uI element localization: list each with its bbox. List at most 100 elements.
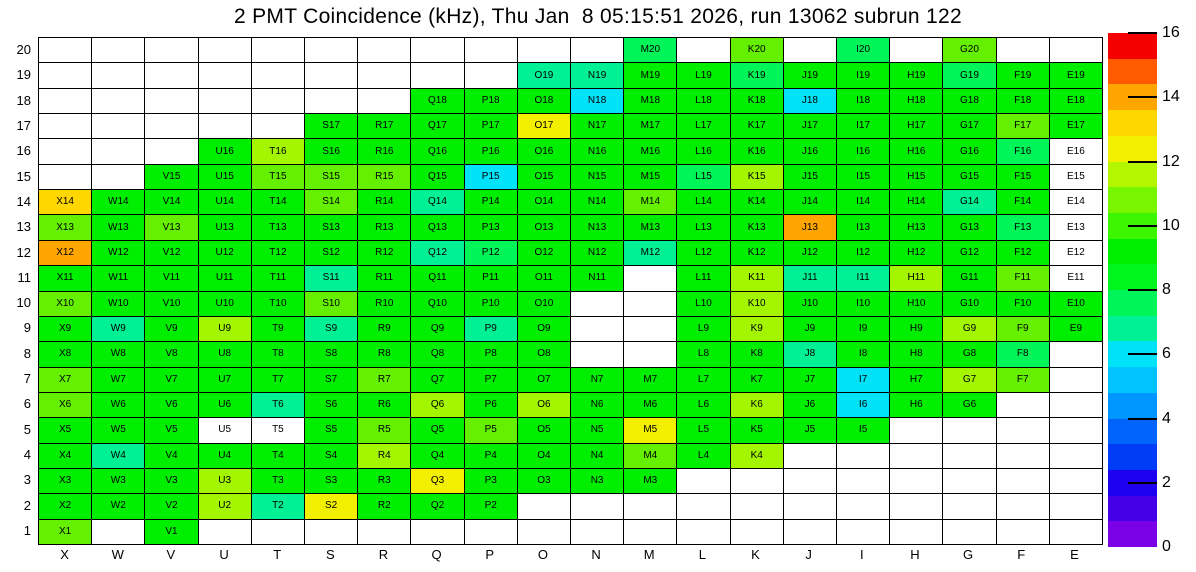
heatmap-cell-V9: V9 [145,316,198,342]
heatmap-cell-T10: T10 [251,291,304,316]
heatmap-cell-X4: X4 [39,443,92,468]
heatmap-cell-I15: I15 [837,164,890,190]
heatmap-cell-empty [624,342,677,367]
y-axis-label-8: 8 [23,345,31,361]
heatmap-cell-F18: F18 [996,88,1049,114]
heatmap-cell-O18: O18 [517,88,570,114]
heatmap-cell-J12: J12 [783,240,836,266]
heatmap-cell-Q2: Q2 [411,494,464,519]
heatmap-cell-empty [39,63,92,88]
heatmap-cell-S9: S9 [305,316,358,342]
heatmap-cell-I11: I11 [837,266,890,291]
heatmap-cell-E12: E12 [1049,240,1102,266]
heatmap-cell-S15: S15 [305,164,358,190]
heatmap-cell-G16: G16 [943,139,996,164]
heatmap-cell-G7: G7 [943,367,996,392]
heatmap-cell-X10: X10 [39,291,92,316]
x-axis-label-P: P [485,547,495,562]
heatmap-cell-T14: T14 [251,190,304,215]
heatmap-cell-empty [517,38,570,63]
heatmap-cell-N3: N3 [571,468,624,494]
heatmap-cell-K16: K16 [730,139,783,164]
heatmap-cell-M16: M16 [624,139,677,164]
heatmap-cell-I8: I8 [837,342,890,367]
heatmap-cell-empty [890,494,943,519]
colorbar-segment [1108,315,1157,342]
y-axis-label-14: 14 [16,193,31,209]
x-axis-label-J: J [805,547,812,562]
x-axis-label-H: H [910,547,920,562]
heatmap-cell-W6: W6 [92,392,145,418]
heatmap-cell-R15: R15 [358,164,411,190]
heatmap-cell-E11: E11 [1049,266,1102,291]
heatmap-cell-J17: J17 [783,114,836,139]
y-axis-label-20: 20 [16,42,31,58]
heatmap-cell-N5: N5 [571,418,624,443]
heatmap-cell-K7: K7 [730,367,783,392]
heatmap-cell-E14: E14 [1049,190,1102,215]
heatmap-cell-F16: F16 [996,139,1049,164]
colorbar-tick-label-8: 8 [1162,281,1171,298]
heatmap-cell-P14: P14 [464,190,517,215]
heatmap-cell-empty [251,114,304,139]
heatmap-cell-empty [837,468,890,494]
heatmap-cell-O4: O4 [517,443,570,468]
heatmap-cell-W7: W7 [92,367,145,392]
colorbar-segment [1108,187,1157,213]
heatmap-cell-N12: N12 [571,240,624,266]
colorbar-tick-14 [1128,96,1157,99]
colorbar-tick-4 [1128,417,1157,420]
heatmap-cell-empty [92,139,145,164]
heatmap-cell-P13: P13 [464,215,517,240]
heatmap-cell-V4: V4 [145,443,198,468]
heatmap-cell-empty [890,468,943,494]
heatmap-cell-F12: F12 [996,240,1049,266]
heatmap-cell-empty [783,519,836,544]
heatmap-cell-N15: N15 [571,164,624,190]
heatmap-cell-U7: U7 [198,367,251,392]
heatmap-cell-empty [305,38,358,63]
colorbar-tick-label-0: 0 [1162,538,1171,555]
heatmap-cell-T2: T2 [251,494,304,519]
heatmap-cell-M17: M17 [624,114,677,139]
y-axis-label-12: 12 [16,244,31,260]
heatmap-cell-empty [305,63,358,88]
heatmap-cell-W11: W11 [92,266,145,291]
heatmap-cell-empty [571,38,624,63]
heatmap-cell-X2: X2 [39,494,92,519]
heatmap-cell-T5: T5 [251,418,304,443]
heatmap-cell-V12: V12 [145,240,198,266]
heatmap-cell-K15: K15 [730,164,783,190]
heatmap-cell-L10: L10 [677,291,730,316]
heatmap-cell-G6: G6 [943,392,996,418]
heatmap-cell-P5: P5 [464,418,517,443]
heatmap-cell-I19: I19 [837,63,890,88]
heatmap-cell-L11: L11 [677,266,730,291]
heatmap-cell-empty [1049,418,1102,443]
heatmap-cell-R5: R5 [358,418,411,443]
heatmap-cell-I7: I7 [837,367,890,392]
heatmap-cell-X9: X9 [39,316,92,342]
heatmap-cell-O19: O19 [517,63,570,88]
colorbar-tick-6 [1128,353,1157,356]
heatmap-cell-F13: F13 [996,215,1049,240]
heatmap-cell-V1: V1 [145,519,198,544]
heatmap-cell-empty [92,519,145,544]
heatmap-cell-K12: K12 [730,240,783,266]
heatmap-cell-W14: W14 [92,190,145,215]
heatmap-cell-K14: K14 [730,190,783,215]
heatmap-cell-S6: S6 [305,392,358,418]
heatmap-cell-Q8: Q8 [411,342,464,367]
heatmap-cell-P12: P12 [464,240,517,266]
heatmap-cell-Q15: Q15 [411,164,464,190]
y-axis-label-11: 11 [17,269,32,285]
heatmap-cell-F10: F10 [996,291,1049,316]
heatmap-cell-K9: K9 [730,316,783,342]
x-axis-label-R: R [378,547,389,562]
heatmap-cell-empty [411,63,464,88]
heatmap-cell-O14: O14 [517,190,570,215]
heatmap-cell-E18: E18 [1049,88,1102,114]
colorbar-tick-8 [1128,289,1157,291]
heatmap-cell-T15: T15 [251,164,304,190]
heatmap-cell-P6: P6 [464,392,517,418]
